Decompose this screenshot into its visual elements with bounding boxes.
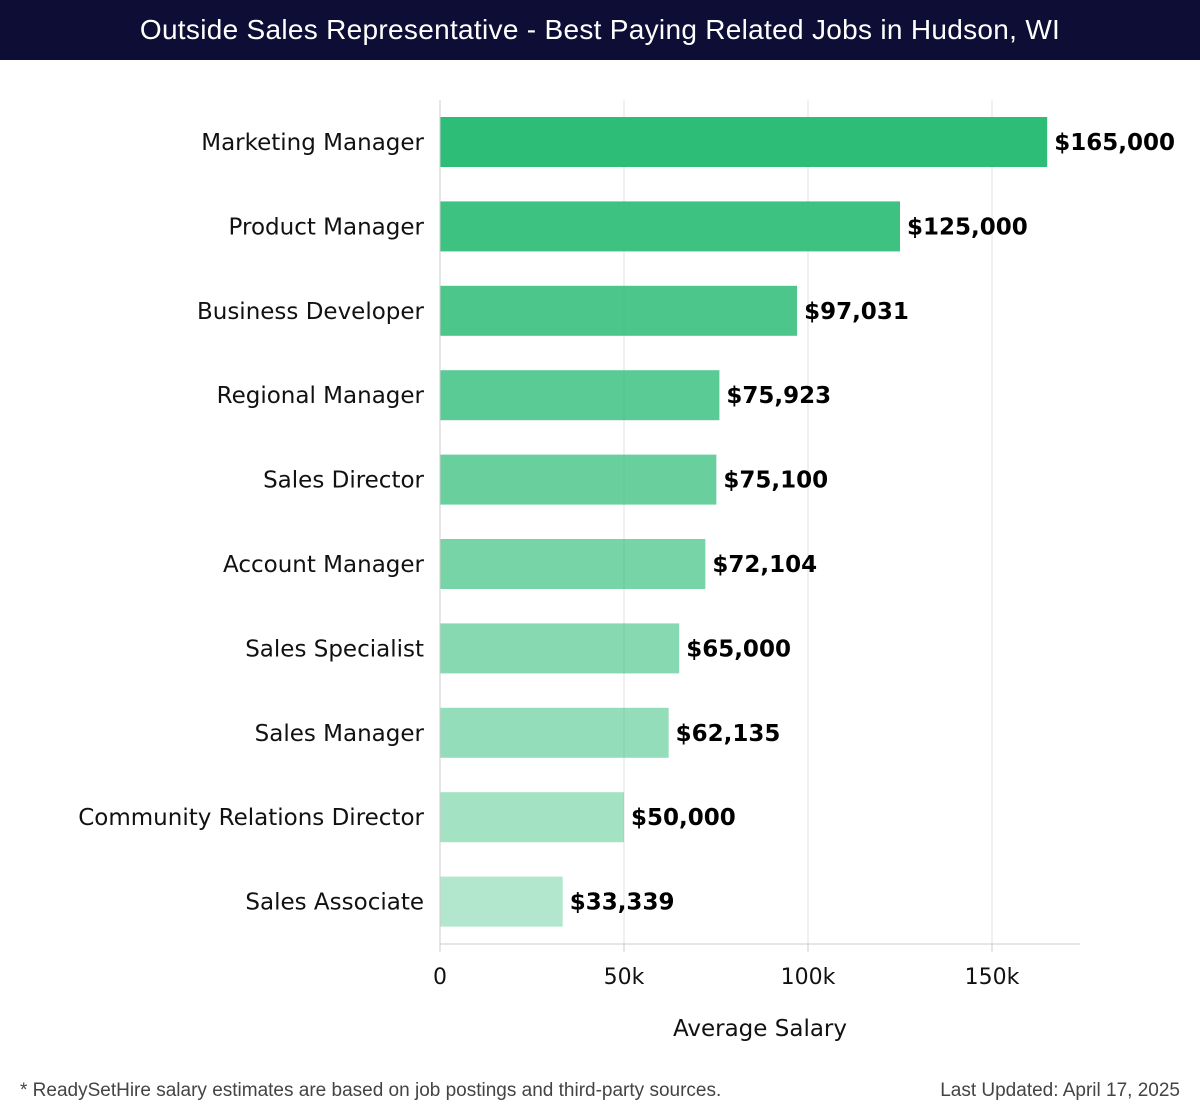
category-label: Marketing Manager xyxy=(201,130,424,156)
bar xyxy=(440,792,624,843)
category-label: Product Manager xyxy=(229,214,425,240)
value-label: $62,135 xyxy=(676,721,781,747)
category-label: Sales Manager xyxy=(255,721,425,747)
x-tick-label: 100k xyxy=(781,965,836,990)
x-tick-label: 50k xyxy=(604,965,645,990)
value-label: $50,000 xyxy=(631,805,736,831)
value-label: $125,000 xyxy=(907,214,1028,240)
category-label: Sales Associate xyxy=(245,890,424,916)
x-tick-label: 150k xyxy=(965,965,1020,990)
category-label: Sales Specialist xyxy=(245,636,424,662)
value-label: $165,000 xyxy=(1054,130,1175,156)
value-label: $72,104 xyxy=(712,552,817,578)
category-label: Community Relations Director xyxy=(78,805,424,831)
bar xyxy=(440,707,669,758)
value-label: $75,923 xyxy=(726,383,831,409)
bar xyxy=(440,454,717,505)
category-label: Account Manager xyxy=(223,552,425,578)
bar xyxy=(440,539,706,589)
bar xyxy=(440,285,798,336)
footer-note: * ReadySetHire salary estimates are base… xyxy=(20,1080,722,1101)
x-axis-title: Average Salary xyxy=(673,1016,847,1042)
last-updated: Last Updated: April 17, 2025 xyxy=(940,1080,1180,1101)
category-label: Sales Director xyxy=(263,468,424,494)
bar xyxy=(440,623,680,674)
x-tick-label: 0 xyxy=(433,965,447,990)
category-label: Regional Manager xyxy=(217,383,425,409)
value-label: $97,031 xyxy=(804,299,909,325)
chart-title: Outside Sales Representative - Best Payi… xyxy=(0,0,1200,60)
value-label: $65,000 xyxy=(686,636,791,662)
value-label: $33,339 xyxy=(570,890,675,916)
bar xyxy=(440,117,1048,167)
bar xyxy=(440,201,900,252)
value-label: $75,100 xyxy=(723,468,828,494)
category-label: Business Developer xyxy=(197,299,425,325)
bar xyxy=(440,370,720,421)
bar xyxy=(440,876,563,927)
